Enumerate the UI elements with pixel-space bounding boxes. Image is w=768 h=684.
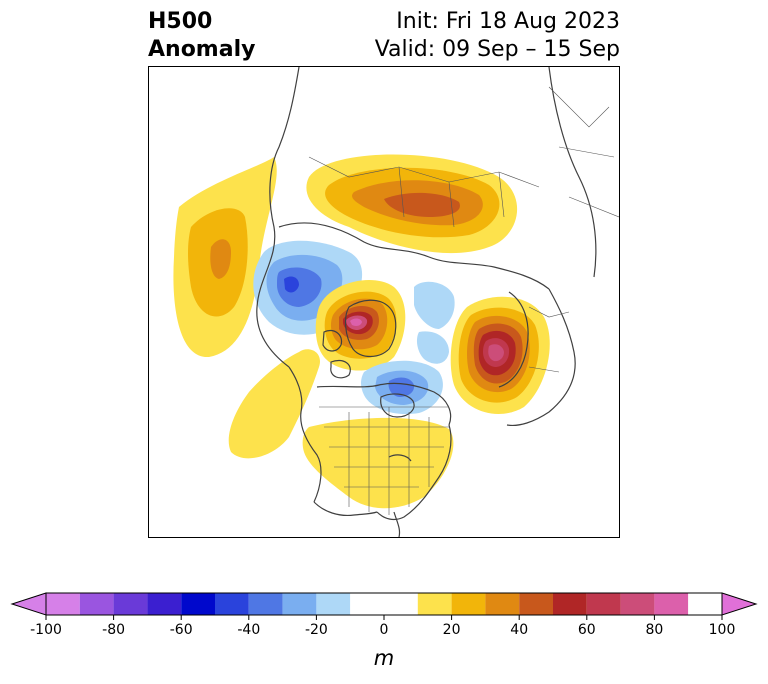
map-panel [148, 66, 620, 538]
title-field: Anomaly [148, 37, 256, 62]
colorbar-bin [181, 593, 215, 615]
anomaly-east-pacific-positive [228, 349, 320, 459]
colorbar-graphic: -100 -80 -60 -40 -20 0 20 40 60 80 100 [10, 592, 758, 638]
colorbar-tick-label: 20 [443, 622, 461, 638]
anomaly-west-pacific-positive [173, 157, 277, 358]
colorbar-extend-high [721, 592, 758, 616]
colorbar-bin [519, 593, 553, 615]
colorbar-tick-label: 60 [578, 622, 596, 638]
colorbar-bin [215, 593, 249, 615]
colorbar-bin [417, 593, 452, 615]
valid-time: Valid: 09 Sep – 15 Sep [374, 37, 620, 62]
anomaly-scandinavia-positive [450, 296, 550, 414]
colorbar-bin [586, 593, 621, 615]
colorbar-bin [46, 593, 80, 615]
colorbar-bin [485, 593, 520, 615]
colorbar-bin [553, 593, 587, 615]
coastlines [256, 67, 597, 537]
colorbar-tick-label: 0 [380, 622, 389, 638]
map-title: H500 Anomaly [148, 8, 255, 64]
colorbar-extend-low [10, 592, 47, 616]
anomaly-map [149, 67, 619, 537]
colorbar: -100 -80 -60 -40 -20 0 20 40 60 80 100 m [0, 588, 768, 684]
colorbar-tick-label: -20 [305, 622, 328, 638]
title-variable: H500 [148, 9, 213, 34]
colorbar-units: m [373, 646, 395, 670]
colorbar-tick-label: 40 [510, 622, 528, 638]
colorbar-bin [350, 593, 418, 615]
colorbar-tick-label: -80 [102, 622, 125, 638]
anomaly-conus-positive [302, 417, 454, 509]
anomaly-fills [149, 154, 550, 509]
anomaly-greenland-positive [315, 279, 406, 371]
colorbar-bin [620, 593, 655, 615]
colorbar-bin [282, 593, 317, 615]
init-time: Init: Fri 18 Aug 2023 [396, 9, 620, 34]
colorbar-bin [688, 593, 722, 615]
forecast-times: Init: Fri 18 Aug 2023 Valid: 09 Sep – 15… [375, 8, 620, 64]
colorbar-bin [248, 593, 283, 615]
political-borders [308, 86, 619, 515]
colorbar-tick-label: -40 [237, 622, 260, 638]
anomaly-hudson-negative [361, 360, 443, 415]
colorbar-tick-label: 100 [709, 622, 736, 638]
colorbar-bin [113, 593, 148, 615]
colorbar-bin [654, 593, 689, 615]
colorbar-tick-label: -60 [170, 622, 193, 638]
colorbar-bin [451, 593, 486, 615]
colorbar-tick-label: -100 [30, 622, 62, 638]
colorbar-bin [79, 593, 114, 615]
anomaly-svalbard-negative [414, 281, 455, 364]
colorbar-bin [316, 593, 351, 615]
anomaly-east-asia-positive [306, 154, 518, 254]
colorbar-bin [147, 593, 182, 615]
colorbar-tick-label: 80 [645, 622, 663, 638]
